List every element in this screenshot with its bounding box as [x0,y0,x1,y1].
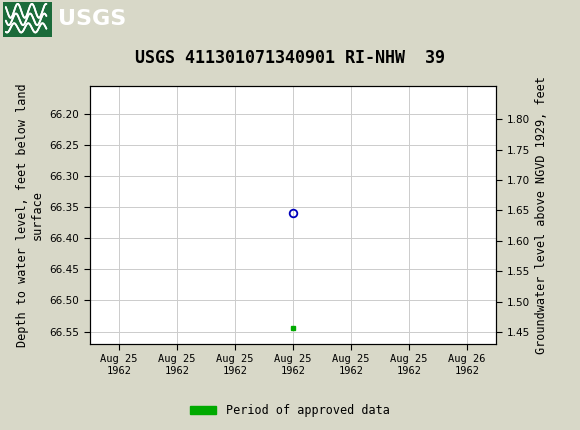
Y-axis label: Groundwater level above NGVD 1929, feet: Groundwater level above NGVD 1929, feet [535,76,548,354]
Text: USGS 411301071340901 RI-NHW  39: USGS 411301071340901 RI-NHW 39 [135,49,445,67]
Text: USGS: USGS [58,9,126,29]
FancyBboxPatch shape [3,2,52,37]
Y-axis label: Depth to water level, feet below land
surface: Depth to water level, feet below land su… [16,83,44,347]
Legend: Period of approved data: Period of approved data [186,399,394,422]
